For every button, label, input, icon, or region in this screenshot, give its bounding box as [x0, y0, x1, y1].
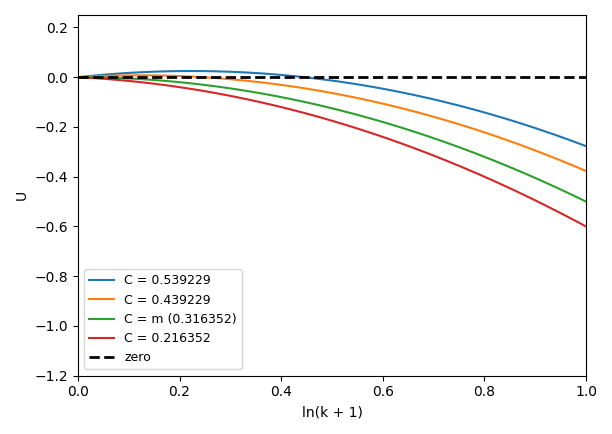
C = 0.539229: [299, 74, 306, 79]
C = m (0.316352): [471, 150, 478, 155]
Line: C = 0.216352: C = 0.216352: [78, 77, 586, 227]
C = m (0.316352): [126, 76, 133, 81]
C = 0.539229: [280, 72, 288, 78]
C = 0.216352: [298, 110, 305, 115]
Line: C = 0.539229: C = 0.539229: [78, 71, 586, 146]
C = 0.539229: [188, 69, 195, 74]
C = 0.216352: [480, 174, 487, 179]
C = 0.439229: [280, 82, 288, 88]
C = m (0.316352): [298, 99, 305, 104]
C = 0.216352: [280, 105, 287, 110]
C = m (0.316352): [74, 75, 81, 80]
C = m (0.316352): [583, 199, 590, 204]
C = 0.439229: [299, 85, 306, 91]
C = 0.539229: [74, 75, 81, 80]
Line: C = 0.439229: C = 0.439229: [78, 76, 586, 171]
C = 0.439229: [480, 129, 487, 135]
C = 0.216352: [583, 224, 590, 229]
C = 0.439229: [583, 168, 590, 174]
C = 0.539229: [583, 144, 590, 149]
Y-axis label: U: U: [15, 190, 29, 201]
C = 0.439229: [74, 75, 81, 80]
C = 0.216352: [74, 75, 81, 80]
C = m (0.316352): [423, 133, 430, 138]
C = m (0.316352): [280, 95, 287, 100]
C = 0.539229: [126, 70, 133, 76]
C = 0.439229: [137, 73, 144, 78]
C = 0.539229: [471, 107, 479, 112]
C = 0.439229: [471, 127, 479, 132]
Line: C = m (0.316352): C = m (0.316352): [78, 77, 586, 201]
C = 0.439229: [424, 112, 431, 118]
C = 0.216352: [471, 170, 478, 175]
C = 0.539229: [480, 110, 487, 115]
C = 0.439229: [126, 73, 133, 78]
C = 0.539229: [424, 95, 431, 101]
C = 0.216352: [126, 79, 133, 84]
Legend: C = 0.539229, C = 0.439229, C = m (0.316352), C = 0.216352, zero: C = 0.539229, C = 0.439229, C = m (0.316…: [84, 270, 242, 369]
C = 0.216352: [423, 150, 430, 155]
X-axis label: ln(k + 1): ln(k + 1): [302, 405, 362, 419]
C = m (0.316352): [480, 154, 487, 159]
